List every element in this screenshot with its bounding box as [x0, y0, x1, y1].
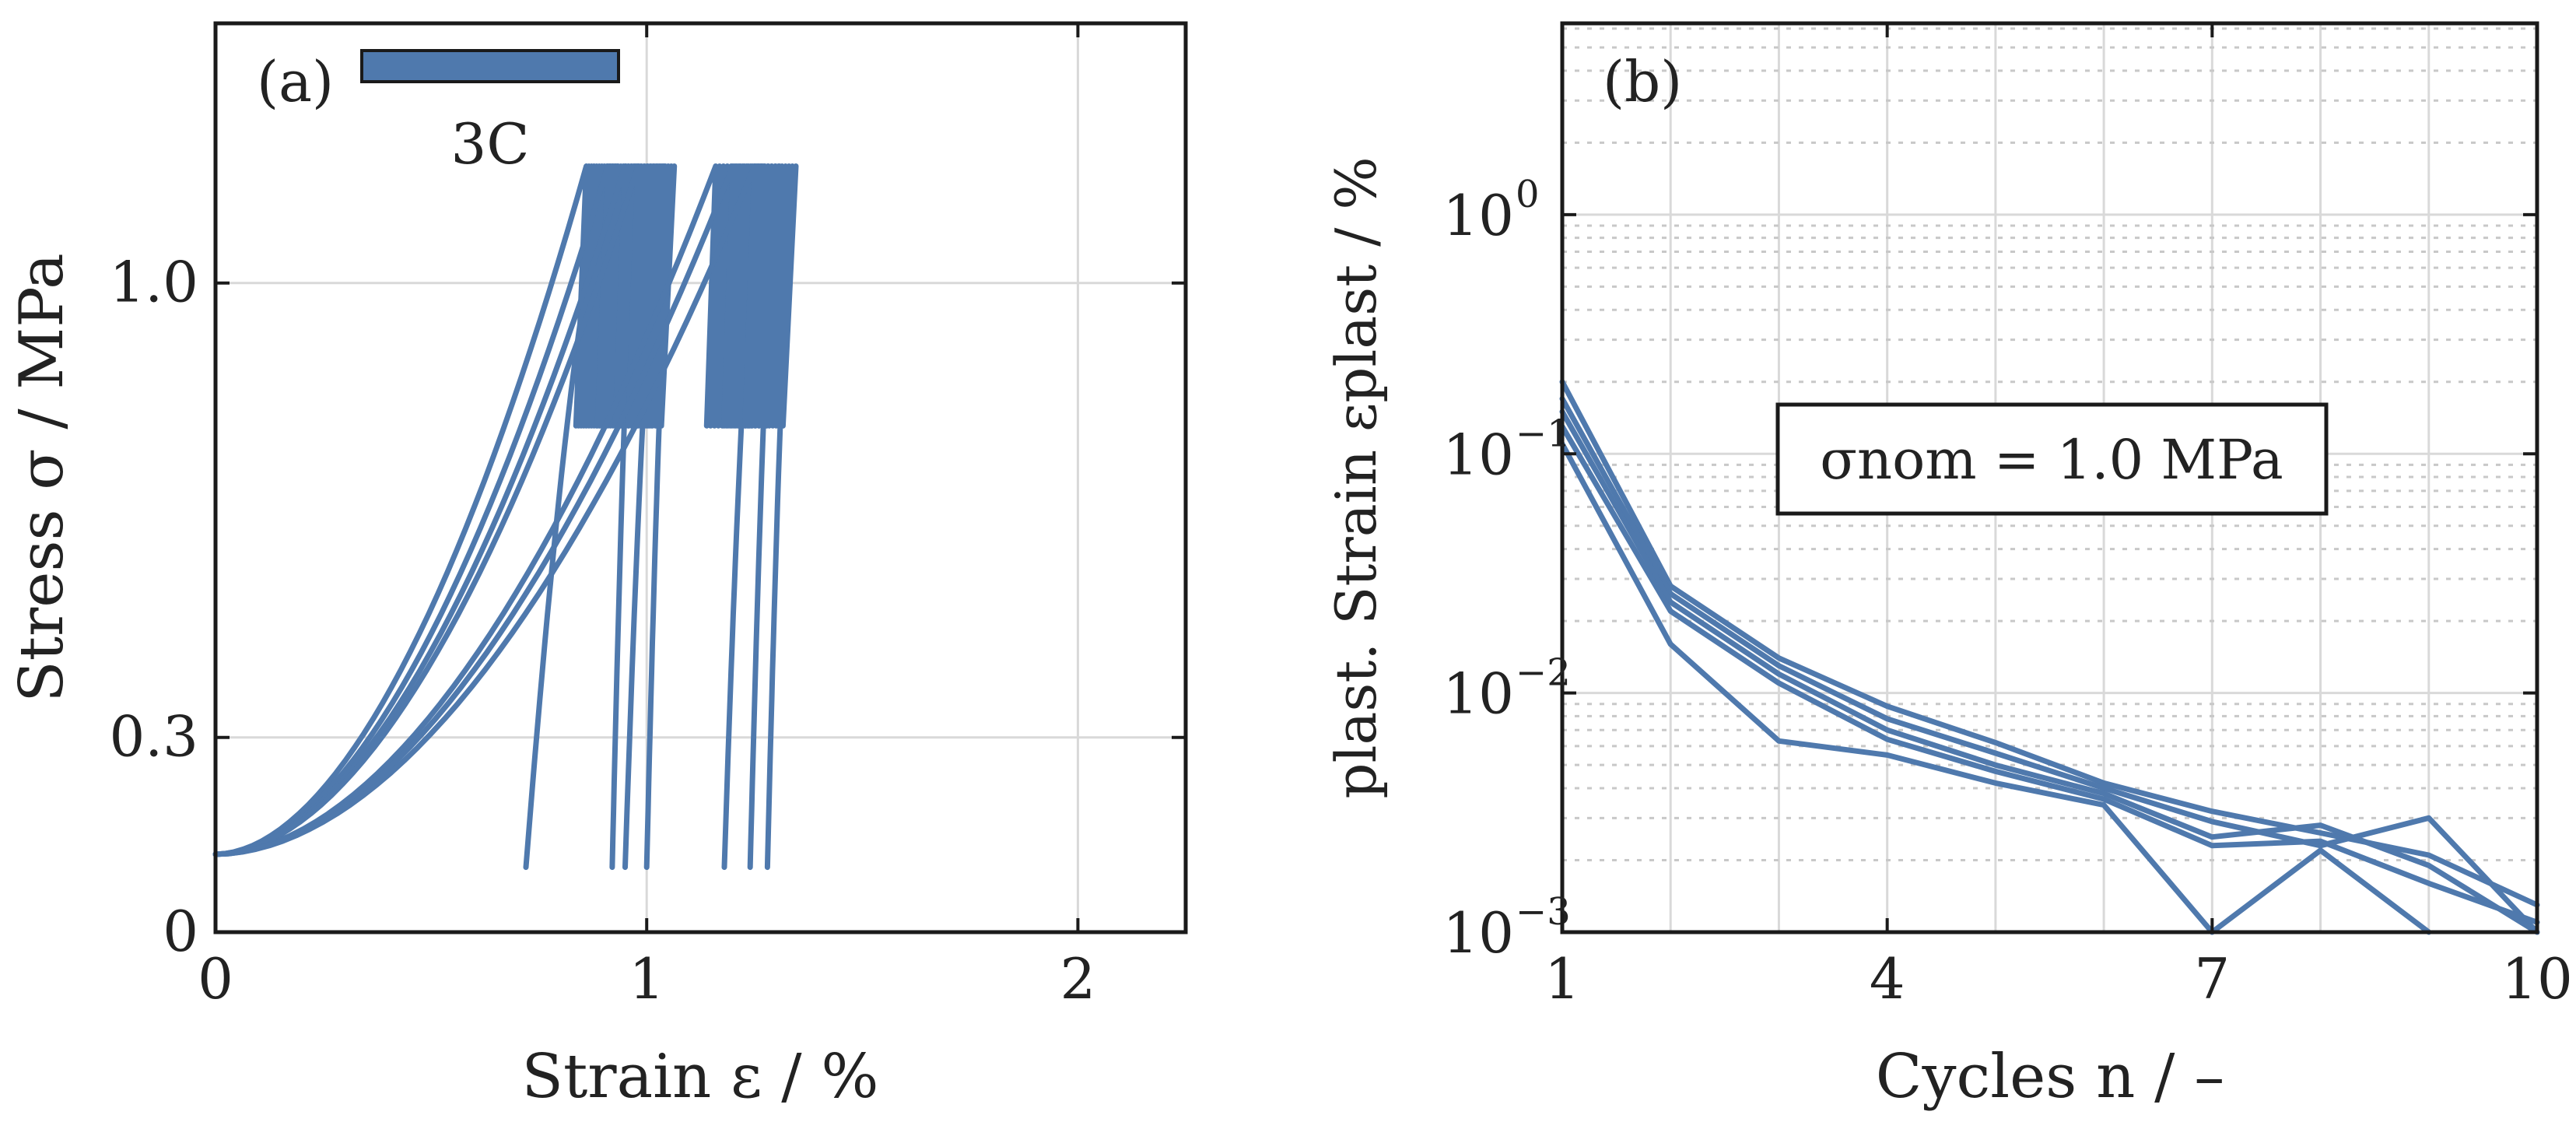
annotation-box [1775, 402, 2329, 516]
panel-b-xtick-label: 7 [2194, 946, 2230, 1012]
panel-b-ytick-exponent: 0 [1516, 173, 1540, 216]
panel-b-ytick-label: 10 [1442, 900, 1514, 966]
panel-a-curves [212, 163, 799, 871]
panel-b-curve-specimen-6 [2209, 847, 2432, 935]
panel-b-curve-specimen-2 [1559, 395, 2540, 935]
panel-b-ylabel: plast. Strain εplast / % [1323, 156, 1389, 798]
panel-b-xlabel: Cycles n / – [1876, 1042, 2224, 1112]
panel-b-ticks: 10 010 −110 −210 −31 4 7 10 [1442, 23, 2573, 1012]
panel-b-ytick-exponent: −1 [1516, 412, 1571, 455]
panel-a-curve-specimen-4 [212, 163, 678, 871]
panel-a-ticks: 0 1 2 0 0.3 1.0 [109, 23, 1186, 1012]
panel-a-axes-frame [213, 21, 1188, 934]
panel-a-xtick-label: 0 [198, 946, 233, 1012]
panel-a-curve-specimen-6 [212, 163, 783, 871]
panel-a-xtick-label: 1 [629, 946, 664, 1012]
panel-a-curve-specimen-1 [212, 163, 620, 871]
panel-b-ytick-exponent: −2 [1516, 651, 1571, 695]
panel-b-plastic-strain: 10 010 −110 −210 −31 4 7 10 (b) σnom = 1.0 MPa … [1323, 21, 2573, 1112]
panel-a-ytick-label: 0 [163, 899, 198, 964]
panel-b-ytick-label: 10 [1442, 183, 1514, 248]
annotation-text: σnom = 1.0 MPa [1820, 428, 2283, 492]
panel-b-curve-specimen-5 [1559, 441, 2215, 935]
panel-b-ytick-label: 10 [1442, 661, 1514, 727]
panel-b-ytick-label: 10 [1442, 422, 1514, 487]
panel-b-curves [1559, 379, 2540, 935]
panel-a-label: (a) [257, 49, 334, 114]
legend-swatch-3c [360, 49, 620, 83]
panel-a-ytick-label: 0.3 [109, 704, 198, 770]
panel-a-xtick-label: 2 [1060, 946, 1096, 1012]
panel-a-curve-specimen-2 [212, 163, 642, 871]
panel-a-curve-specimen-5 [212, 163, 766, 871]
panel-b-xtick-label: 4 [1870, 946, 1905, 1012]
panel-b-label: (b) [1603, 49, 1682, 114]
panel-b-curve-specimen-4 [1559, 423, 2540, 925]
panel-a-stress-strain: 0 1 2 0 0.3 1.0 (a) 3C Strain ε / % Stress σ … [7, 21, 1188, 1112]
panel-b-xtick-label: 10 [2501, 946, 2573, 1012]
panel-a-xlabel: Strain ε / % [522, 1042, 879, 1112]
panel-b-curve-specimen-3 [1559, 408, 2540, 935]
panel-a-curve-specimen-3 [212, 163, 667, 871]
panel-a-ytick-label: 1.0 [109, 250, 198, 315]
panel-b-axes-frame [1560, 21, 2539, 934]
panel-b-xtick-label: 1 [1544, 946, 1580, 1012]
legend-label-3c: 3C [451, 111, 530, 177]
panel-a-ylabel: Stress σ / MPa [7, 253, 77, 703]
panel-a-curve-specimen-7 [212, 163, 799, 871]
